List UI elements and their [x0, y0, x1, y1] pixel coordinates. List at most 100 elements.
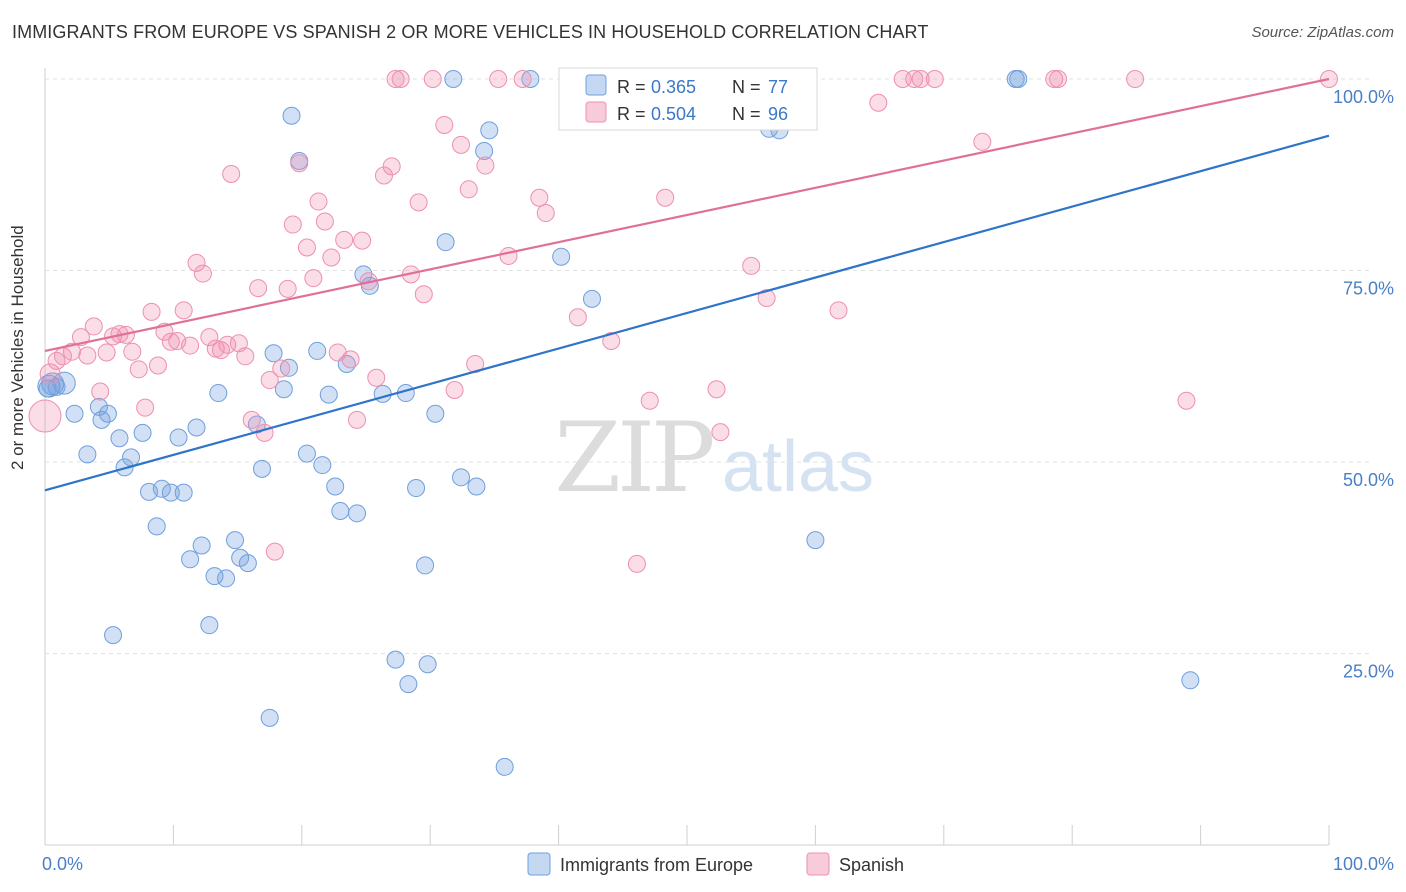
- point-immigrants-from-europe: [209, 384, 228, 403]
- x-tick-label: 100.0%: [1333, 854, 1394, 874]
- point-spanish: [409, 193, 428, 212]
- point-spanish: [374, 166, 393, 185]
- point-immigrants-from-europe: [416, 556, 435, 575]
- point-immigrants-from-europe: [582, 289, 601, 308]
- point-spanish: [367, 368, 386, 387]
- point-spanish: [249, 279, 268, 298]
- point-spanish: [382, 157, 401, 176]
- legend-n-label-blue: N =: [732, 77, 761, 97]
- watermark: ZIP atlas: [554, 402, 874, 514]
- point-spanish: [297, 238, 316, 257]
- point-immigrants-from-europe: [282, 106, 301, 125]
- point-immigrants-from-europe: [452, 468, 471, 487]
- source-label: Source: ZipAtlas.com: [1251, 24, 1394, 41]
- point-spanish: [341, 350, 360, 369]
- legend-n-value-blue: 77: [768, 77, 788, 97]
- point-immigrants-from-europe: [326, 477, 345, 496]
- point-spanish: [568, 308, 587, 327]
- bottom-legend-label-spanish: Spanish: [839, 855, 904, 875]
- point-immigrants-from-europe: [467, 477, 486, 496]
- point-spanish: [435, 115, 454, 134]
- point-spanish: [278, 279, 297, 298]
- point-spanish: [260, 371, 279, 390]
- point-immigrants-from-europe: [495, 757, 514, 776]
- y-tick-label: 50.0%: [1343, 470, 1394, 490]
- point-immigrants-from-europe: [133, 423, 152, 442]
- point-spanish: [222, 164, 241, 183]
- point-immigrants-from-europe: [331, 502, 350, 521]
- chart-title: IMMIGRANTS FROM EUROPE VS SPANISH 2 OR M…: [12, 22, 929, 42]
- point-spanish: [489, 70, 508, 88]
- point-immigrants-from-europe: [192, 536, 211, 555]
- point-spanish: [193, 264, 212, 283]
- point-spanish: [200, 328, 219, 347]
- point-spanish: [707, 380, 726, 399]
- point-spanish: [161, 332, 180, 351]
- point-immigrants-from-europe: [436, 233, 455, 252]
- point-spanish: [91, 382, 110, 401]
- point-immigrants-from-europe: [217, 569, 236, 588]
- bottom-legend-label-europe: Immigrants from Europe: [560, 855, 753, 875]
- point-spanish: [1045, 70, 1064, 88]
- point-immigrants-from-europe: [187, 418, 206, 437]
- point-immigrants-from-europe: [260, 708, 279, 727]
- y-tick-label: 25.0%: [1343, 662, 1394, 682]
- point-immigrants-from-europe: [238, 554, 257, 573]
- point-immigrants-from-europe: [200, 616, 219, 635]
- point-immigrants-from-europe: [279, 358, 298, 377]
- point-immigrants-from-europe: [205, 567, 224, 586]
- point-spanish: [1126, 70, 1145, 88]
- point-immigrants-from-europe: [552, 247, 571, 266]
- point-immigrants-from-europe: [407, 479, 426, 498]
- trend-lines: [44, 77, 1330, 492]
- legend-swatch-pink: [585, 101, 607, 123]
- point-spanish: [272, 359, 291, 378]
- point-spanish: [28, 399, 62, 433]
- point-spanish: [602, 331, 621, 350]
- tick-labels: 25.0% 50.0% 75.0% 100.0% 0.0% 100.0%: [42, 87, 1394, 874]
- point-immigrants-from-europe: [399, 675, 418, 694]
- point-immigrants-from-europe: [147, 517, 166, 536]
- point-spanish: [174, 301, 193, 320]
- point-immigrants-from-europe: [308, 341, 327, 360]
- y-tick-label: 100.0%: [1333, 87, 1394, 107]
- point-immigrants-from-europe: [169, 428, 188, 447]
- point-immigrants-from-europe: [65, 404, 84, 423]
- point-immigrants-from-europe: [313, 456, 332, 475]
- point-spanish: [148, 356, 167, 375]
- point-spanish: [391, 70, 410, 88]
- legend-n-value-pink: 96: [768, 104, 788, 124]
- point-spanish: [414, 285, 433, 304]
- point-immigrants-from-europe: [297, 444, 316, 463]
- data-points: [28, 70, 1338, 776]
- point-immigrants-from-europe: [47, 377, 66, 396]
- point-spanish: [348, 410, 367, 429]
- point-immigrants-from-europe: [152, 479, 171, 498]
- point-spanish: [829, 301, 848, 320]
- point-spanish: [97, 343, 116, 362]
- trend-line-europe: [44, 134, 1330, 492]
- point-spanish: [229, 334, 248, 353]
- point-spanish: [283, 215, 302, 234]
- point-spanish: [315, 212, 334, 231]
- point-spanish: [499, 246, 518, 265]
- legend: R = 0.365 N = 77 R = 0.504 N = 96: [558, 67, 818, 131]
- point-immigrants-from-europe: [174, 483, 193, 502]
- bottom-legend: Immigrants from Europe Spanish: [527, 852, 904, 876]
- point-immigrants-from-europe: [274, 380, 293, 399]
- point-immigrants-from-europe: [122, 448, 141, 467]
- point-spanish: [236, 347, 255, 366]
- bottom-legend-swatch-pink: [806, 852, 830, 876]
- point-immigrants-from-europe: [348, 504, 367, 523]
- point-spanish: [711, 423, 730, 442]
- point-immigrants-from-europe: [386, 650, 405, 669]
- point-immigrants-from-europe: [806, 531, 825, 550]
- point-spanish: [84, 317, 103, 336]
- point-spanish: [1049, 70, 1068, 88]
- point-immigrants-from-europe: [1181, 671, 1200, 690]
- axes: [44, 68, 1330, 846]
- watermark-atlas: atlas: [722, 427, 874, 507]
- point-spanish: [304, 269, 323, 288]
- point-spanish: [423, 70, 442, 88]
